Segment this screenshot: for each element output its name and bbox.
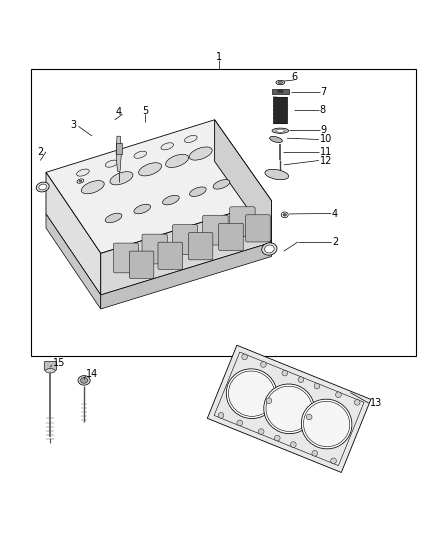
- FancyBboxPatch shape: [172, 225, 198, 254]
- Ellipse shape: [298, 377, 304, 383]
- Ellipse shape: [269, 136, 283, 142]
- Text: 5: 5: [142, 106, 148, 116]
- Ellipse shape: [283, 214, 286, 216]
- Ellipse shape: [266, 398, 272, 403]
- Ellipse shape: [261, 361, 266, 367]
- Text: 13: 13: [370, 398, 382, 408]
- Ellipse shape: [266, 386, 312, 432]
- Ellipse shape: [81, 377, 88, 383]
- Ellipse shape: [336, 392, 341, 398]
- Bar: [272, 88, 289, 94]
- Ellipse shape: [184, 135, 197, 142]
- FancyBboxPatch shape: [230, 207, 255, 237]
- FancyBboxPatch shape: [113, 243, 139, 273]
- Ellipse shape: [264, 384, 314, 434]
- Ellipse shape: [314, 383, 320, 389]
- Ellipse shape: [331, 458, 336, 464]
- FancyBboxPatch shape: [44, 361, 57, 370]
- Ellipse shape: [190, 187, 206, 197]
- Bar: [273, 96, 287, 123]
- Ellipse shape: [265, 245, 274, 253]
- Ellipse shape: [105, 160, 118, 167]
- Ellipse shape: [258, 429, 264, 434]
- Text: 7: 7: [321, 87, 327, 97]
- Polygon shape: [207, 345, 371, 472]
- Text: 3: 3: [71, 120, 77, 131]
- Ellipse shape: [281, 212, 288, 217]
- Ellipse shape: [162, 195, 179, 205]
- Ellipse shape: [46, 368, 55, 373]
- Ellipse shape: [290, 442, 296, 447]
- Bar: [31, 69, 416, 356]
- Ellipse shape: [262, 243, 277, 255]
- FancyBboxPatch shape: [158, 242, 183, 269]
- Text: 4: 4: [332, 208, 338, 219]
- Polygon shape: [46, 120, 272, 253]
- Text: 15: 15: [53, 358, 65, 368]
- Ellipse shape: [213, 180, 230, 189]
- Ellipse shape: [312, 450, 318, 456]
- Ellipse shape: [265, 169, 289, 180]
- FancyBboxPatch shape: [203, 215, 228, 245]
- Bar: [116, 143, 122, 154]
- Ellipse shape: [39, 184, 46, 190]
- Ellipse shape: [276, 129, 285, 132]
- Polygon shape: [101, 243, 272, 309]
- Ellipse shape: [282, 370, 288, 376]
- Ellipse shape: [304, 401, 350, 447]
- Text: 1: 1: [216, 52, 222, 62]
- Ellipse shape: [166, 155, 188, 167]
- Ellipse shape: [78, 376, 90, 385]
- Text: 11: 11: [320, 147, 332, 157]
- Text: 12: 12: [320, 156, 332, 166]
- Text: 6: 6: [291, 72, 297, 82]
- FancyBboxPatch shape: [188, 233, 213, 260]
- Ellipse shape: [242, 354, 247, 360]
- Polygon shape: [116, 136, 121, 171]
- Ellipse shape: [278, 90, 283, 93]
- Ellipse shape: [272, 128, 289, 133]
- Ellipse shape: [105, 213, 122, 223]
- FancyBboxPatch shape: [246, 215, 270, 242]
- Ellipse shape: [134, 151, 147, 158]
- Ellipse shape: [301, 399, 352, 449]
- Ellipse shape: [278, 82, 283, 84]
- Ellipse shape: [306, 414, 312, 420]
- Ellipse shape: [275, 435, 280, 441]
- Text: 14: 14: [86, 369, 99, 379]
- Text: 4: 4: [115, 107, 121, 117]
- Ellipse shape: [77, 179, 84, 183]
- Polygon shape: [46, 214, 101, 309]
- Text: 9: 9: [321, 125, 327, 135]
- Ellipse shape: [36, 182, 49, 192]
- Polygon shape: [215, 120, 272, 243]
- Ellipse shape: [134, 204, 151, 214]
- Ellipse shape: [161, 143, 173, 150]
- Ellipse shape: [226, 369, 277, 418]
- Polygon shape: [46, 172, 101, 295]
- Text: 2: 2: [332, 237, 338, 247]
- Ellipse shape: [354, 400, 360, 405]
- Ellipse shape: [218, 413, 224, 418]
- Ellipse shape: [110, 172, 133, 185]
- Ellipse shape: [237, 420, 243, 426]
- Ellipse shape: [189, 147, 212, 160]
- Polygon shape: [101, 201, 272, 295]
- Ellipse shape: [79, 180, 82, 182]
- FancyBboxPatch shape: [129, 251, 154, 278]
- Text: 10: 10: [320, 134, 332, 144]
- Ellipse shape: [229, 371, 275, 416]
- Ellipse shape: [77, 169, 89, 176]
- FancyBboxPatch shape: [142, 234, 167, 264]
- FancyBboxPatch shape: [219, 223, 243, 251]
- Text: 8: 8: [320, 104, 326, 115]
- Ellipse shape: [139, 163, 162, 176]
- Polygon shape: [214, 352, 364, 466]
- Ellipse shape: [81, 181, 104, 194]
- Ellipse shape: [276, 80, 285, 85]
- Text: 2: 2: [38, 147, 44, 157]
